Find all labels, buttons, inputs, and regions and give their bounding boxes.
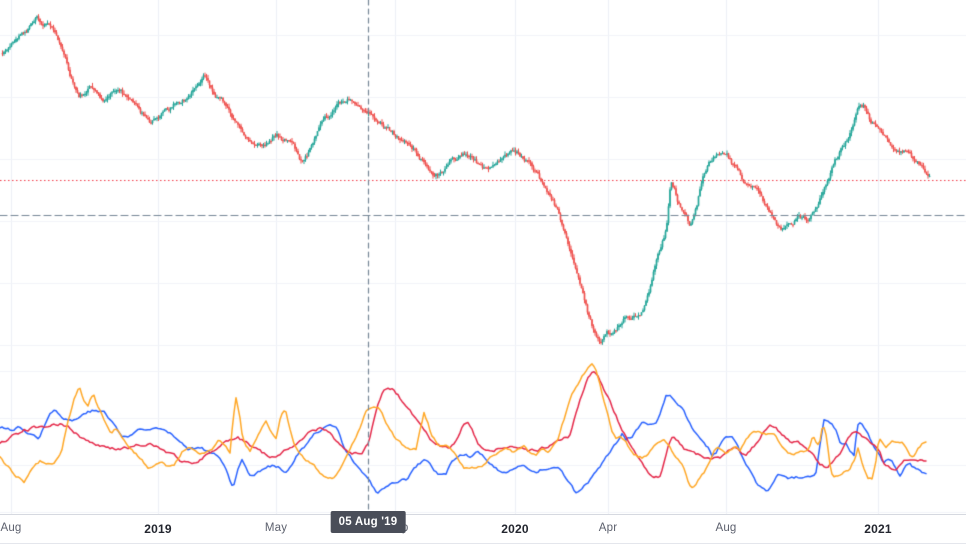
time-axis-label: Aug [715,522,737,534]
crosshair-date-tooltip: 05 Aug '19 [330,511,406,533]
axis-bottom-line [0,543,966,544]
crosshair-date-label: 05 Aug '19 [338,516,398,528]
time-axis-label: 2019 [144,522,172,536]
time-axis-label: May [264,522,288,534]
time-axis-label: 2021 [864,522,892,536]
time-axis[interactable]: Aug2019MaySep2020AprAug2021 [0,514,966,545]
time-axis-label: Aug [0,522,22,534]
time-axis-label: Apr [598,522,618,534]
time-axis-label: 2020 [501,522,529,536]
